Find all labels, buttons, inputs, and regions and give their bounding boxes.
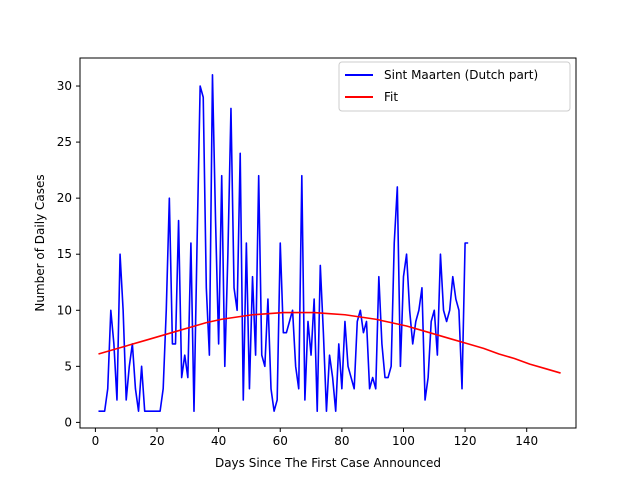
x-tick-label-0: 0 [92,434,100,448]
series-line-0 [98,74,469,412]
x-tick-label-2: 40 [211,434,226,448]
legend-label-series-0: Sint Maarten (Dutch part) [384,68,538,82]
axes-frame [79,57,577,429]
x-tick-label-4: 80 [334,434,349,448]
x-tick-label-3: 60 [273,434,288,448]
series-line-1 [98,311,561,374]
x-tick-label-5: 100 [392,434,415,448]
x-axis-ticks: 0 20 40 60 80 100 120 140 [92,428,538,448]
plot-area [79,57,577,429]
y-axis-label: Number of Daily Cases [33,174,47,311]
x-tick-label-7: 140 [515,434,538,448]
legend: Sint Maarten (Dutch part) Fit [338,61,571,112]
y-tick-label-0: 0 [64,415,72,429]
series-layer [98,74,561,412]
y-tick-label-6: 30 [57,79,72,93]
y-tick-label-1: 5 [64,359,72,373]
y-tick-label-5: 25 [57,135,72,149]
y-tick-label-2: 10 [57,303,72,317]
y-axis-ticks: 0 5 10 15 20 25 30 [57,79,80,429]
x-axis-label: Days Since The First Case Announced [215,456,441,470]
legend-label-series-1: Fit [384,90,398,104]
x-tick-label-6: 120 [454,434,477,448]
y-tick-label-4: 20 [57,191,72,205]
y-tick-label-3: 15 [57,247,72,261]
x-tick-label-1: 20 [149,434,164,448]
legend-box [338,61,571,112]
